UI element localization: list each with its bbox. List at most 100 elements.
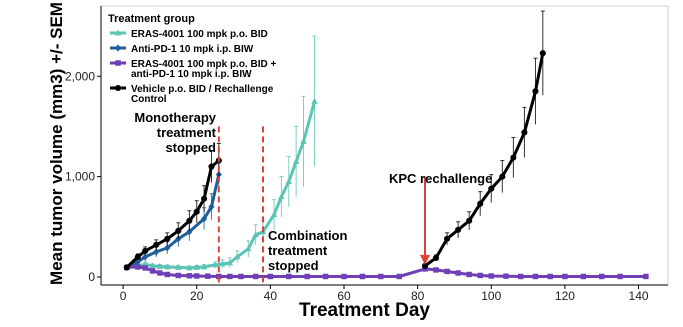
data-point	[238, 273, 244, 280]
data-point	[444, 235, 451, 242]
data-point	[186, 264, 193, 271]
data-point	[499, 173, 506, 180]
data-point	[341, 273, 347, 280]
data-point	[617, 273, 623, 280]
x-tick-label: 120	[555, 289, 575, 303]
legend-label-line: ERAS-4001 100 mpk p.o. BID	[131, 29, 268, 40]
data-point	[532, 88, 539, 95]
x-tick-label: 60	[337, 289, 351, 303]
legend-title: Treatment group	[108, 13, 195, 25]
data-point	[153, 248, 160, 256]
legend-label: ERAS-4001 100 mpk p.o. BID + anti-PD-1 10…	[131, 59, 276, 80]
data-point	[175, 264, 182, 270]
series-line	[424, 52, 545, 268]
data-point	[175, 272, 182, 279]
data-point	[488, 185, 495, 192]
data-point	[421, 262, 429, 269]
data-point	[466, 217, 473, 224]
data-point	[164, 235, 171, 242]
legend-swatch-marker	[115, 60, 121, 66]
data-point	[455, 226, 462, 233]
series-line	[125, 159, 220, 269]
data-point	[477, 200, 484, 207]
data-point	[175, 227, 182, 234]
rechallenge-annotation-line: KPC rechallenge	[389, 171, 492, 186]
data-point	[142, 265, 148, 271]
x-tick-label: 0	[120, 289, 127, 303]
x-tick-label: 20	[190, 289, 204, 303]
series-group	[123, 142, 222, 271]
data-point	[286, 273, 292, 280]
data-point	[211, 261, 219, 268]
data-point	[200, 263, 208, 270]
x-axis-title: Treatment Day	[299, 300, 430, 321]
data-point	[233, 253, 241, 260]
data-point	[359, 273, 366, 280]
combination-annotation-line: treatment	[268, 243, 328, 258]
data-point	[311, 97, 318, 104]
data-point	[396, 273, 402, 280]
data-point	[226, 259, 234, 266]
legend-swatch-marker	[114, 29, 122, 36]
data-point	[123, 264, 130, 271]
data-point	[503, 273, 509, 279]
data-point	[208, 163, 215, 170]
data-point	[444, 268, 450, 275]
data-point	[267, 273, 274, 280]
y-tick-label: 2,000	[65, 69, 95, 83]
data-point	[205, 273, 211, 279]
legend-swatch-marker	[114, 44, 122, 52]
data-point	[164, 271, 170, 278]
data-point	[378, 273, 384, 280]
data-point	[153, 241, 160, 248]
data-point	[157, 270, 163, 276]
series-group	[123, 35, 318, 271]
x-tick-label: 100	[481, 289, 501, 303]
legend-entry: ERAS-4001 100 mpk p.o. BID + anti-PD-1 10…	[110, 59, 276, 80]
data-point	[285, 178, 293, 185]
data-point	[322, 273, 329, 280]
data-point	[521, 129, 528, 136]
legend-label-line: ERAS-4001 100 mpk p.o. BID +	[131, 59, 276, 70]
data-point	[156, 263, 164, 269]
data-point	[219, 260, 226, 267]
data-point	[532, 273, 539, 280]
legend-label-line: Anti-PD-1 10 mpk i.p. BIW	[131, 44, 254, 55]
data-point	[432, 254, 440, 261]
data-point	[599, 273, 605, 280]
monotherapy-annotation-line: stopped	[165, 140, 216, 155]
legend-label: Vehicle p.o. BID / Rechallenge Control	[131, 84, 274, 105]
data-point	[142, 247, 149, 254]
data-point	[252, 231, 259, 238]
combination-annotation-line: stopped	[268, 258, 319, 273]
y-tick-label: 1,000	[65, 170, 95, 184]
data-point	[488, 273, 494, 279]
data-point	[252, 273, 259, 280]
legend-entry: ERAS-4001 100 mpk p.o. BID	[110, 29, 268, 40]
legend-label: Anti-PD-1 10 mpk i.p. BIW	[131, 44, 254, 55]
legend-label-line: anti-PD-1 10 mpk i.p. BIW	[131, 69, 252, 80]
monotherapy-annotation-line: Monotherapy	[134, 110, 216, 125]
legend-label: ERAS-4001 100 mpk p.o. BID	[131, 29, 268, 40]
data-point	[149, 262, 156, 269]
monotherapy-annotation-line: treatment	[157, 125, 217, 140]
combination-annotation-line: Combination	[268, 228, 347, 243]
data-point	[300, 138, 307, 144]
rechallenge-annotation: KPC rechallenge	[389, 171, 492, 186]
data-point	[142, 253, 149, 261]
data-point	[547, 273, 553, 280]
data-point	[292, 158, 300, 164]
data-point	[186, 228, 193, 236]
data-point	[194, 273, 200, 279]
data-point	[164, 263, 171, 270]
series-line	[126, 174, 221, 269]
data-point	[134, 253, 141, 260]
x-tick-label: 40	[264, 289, 278, 303]
data-point	[562, 273, 568, 280]
combination-annotation: Combination treatment stopped	[268, 228, 347, 273]
y-tick-label: 0	[88, 270, 95, 284]
data-point	[304, 273, 310, 280]
data-point	[466, 271, 472, 278]
data-point	[270, 211, 278, 218]
